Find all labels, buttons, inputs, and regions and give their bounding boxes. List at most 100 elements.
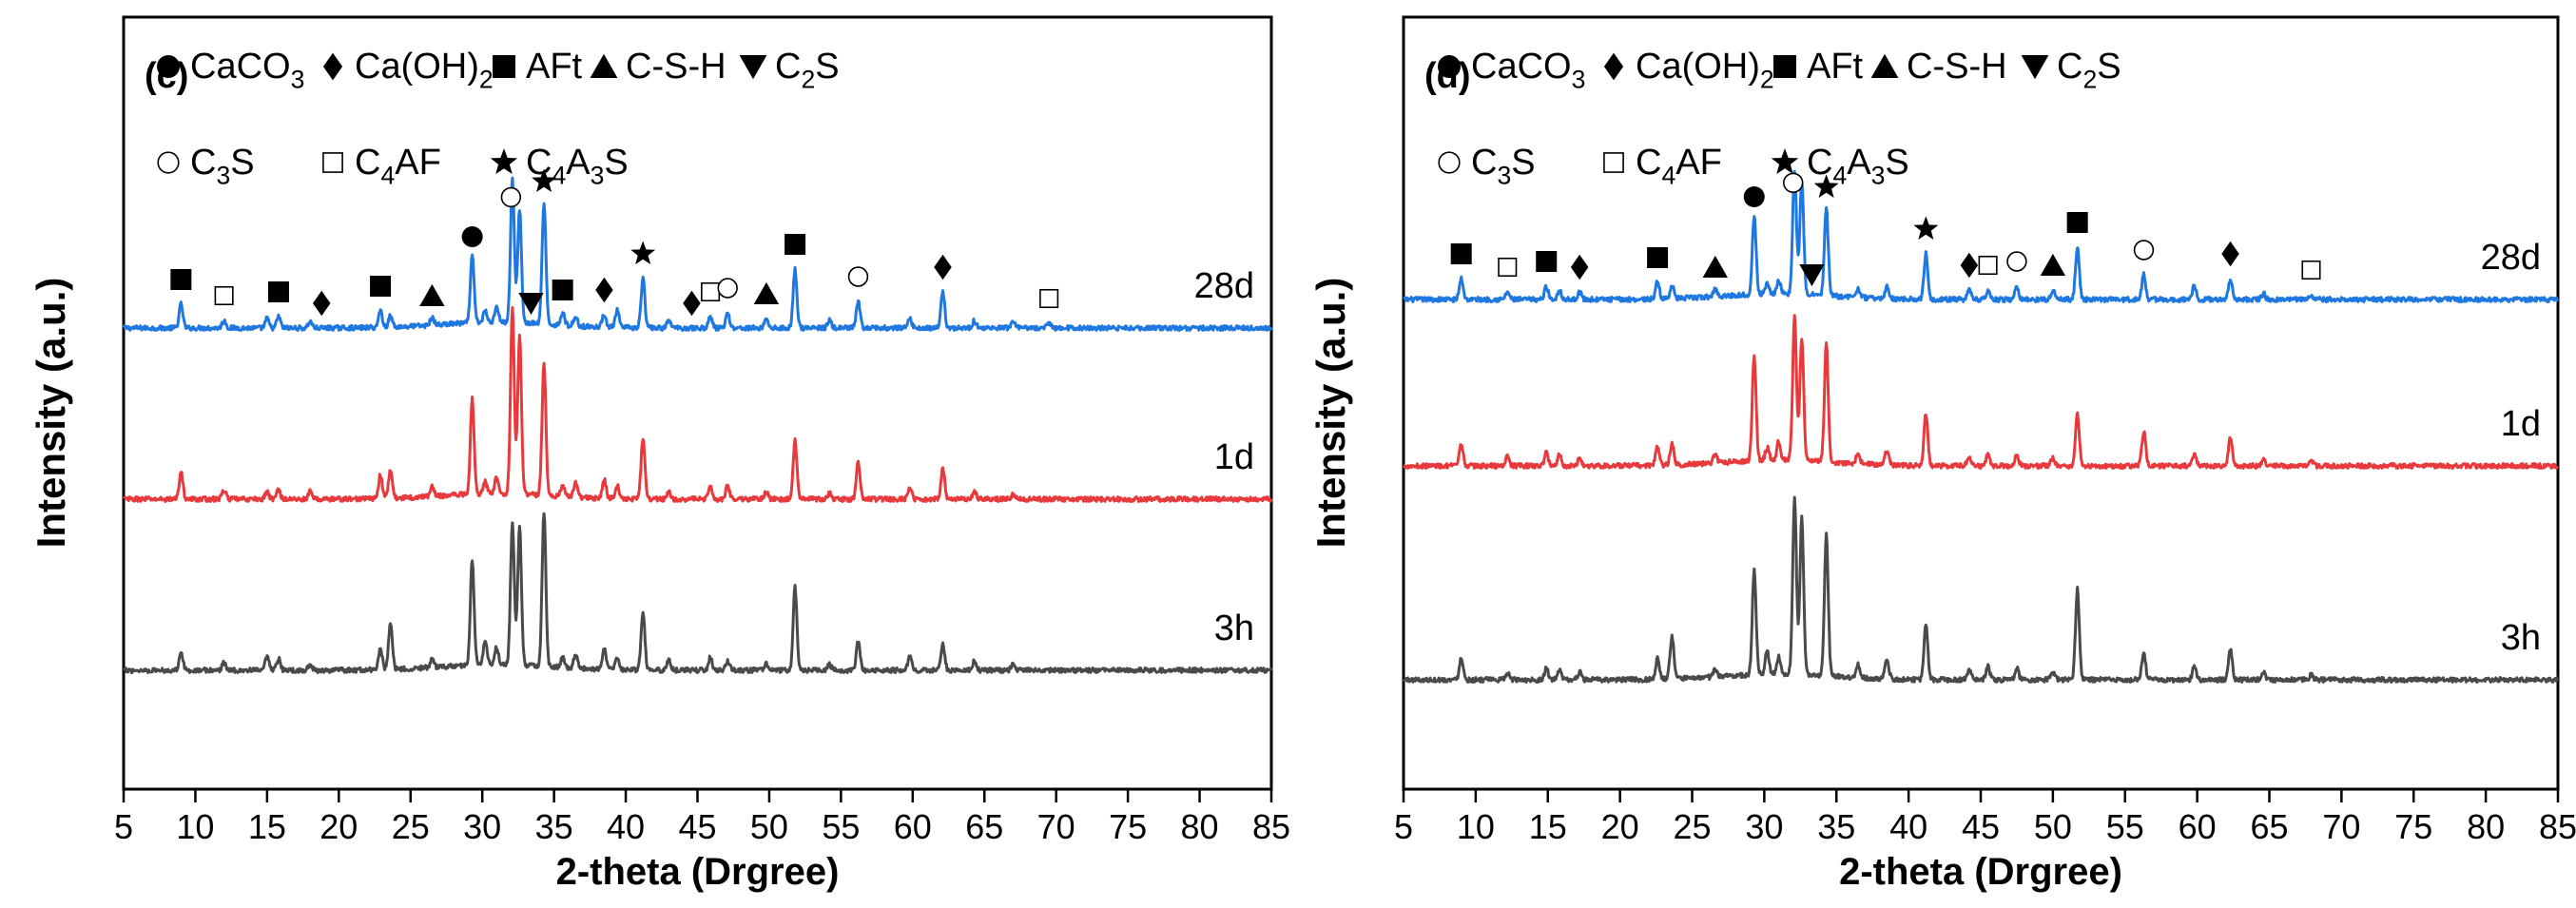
peak-marker-filled-square [1647, 247, 1669, 268]
x-tick-label: 10 [176, 807, 214, 846]
x-tick-label: 5 [1394, 807, 1413, 846]
legend-symbol [1438, 151, 1461, 174]
x-tick-label: 60 [2179, 807, 2217, 846]
series-line-28d [122, 176, 1273, 332]
peak-marker-filled-circle [1743, 186, 1765, 207]
series-label-3h: 3h [2501, 618, 2541, 658]
x-tick-label: 5 [114, 807, 133, 846]
legend-symbol [493, 55, 515, 78]
peak-marker-filled-triangle-up [419, 283, 445, 306]
x-tick-label: 70 [1037, 807, 1075, 846]
x-tick-label: 30 [463, 807, 501, 846]
series-line-1d [1403, 314, 2560, 470]
legend-label: Ca(OH)2 [355, 47, 494, 94]
y-axis-label: Intensity (a.u.) [1308, 278, 1353, 549]
legend-symbol [322, 152, 343, 173]
series-label-1d: 1d [1214, 437, 1254, 477]
peak-marker-filled-square [370, 276, 392, 297]
peak-marker-filled-diamond [2221, 241, 2239, 267]
legend-label: C4A3S [526, 143, 629, 190]
peak-marker-star [630, 241, 656, 264]
x-tick-label: 85 [2539, 807, 2576, 846]
peak-marker-filled-square [1536, 251, 1558, 272]
peak-marker-filled-diamond [595, 277, 613, 303]
x-tick-label: 25 [392, 807, 430, 846]
series-label-3h: 3h [1214, 609, 1254, 648]
legend-symbol [157, 55, 180, 78]
legend-label: C4A3S [1807, 143, 1909, 190]
peak-marker-open-circle [1783, 172, 1804, 193]
x-tick-label: 55 [2106, 807, 2144, 846]
x-tick-label: 50 [2034, 807, 2072, 846]
legend-symbol [1438, 55, 1461, 78]
legend-symbol [322, 52, 343, 81]
x-tick-label: 45 [678, 807, 716, 846]
legend-symbol [1603, 52, 1624, 81]
x-tick-label: 45 [1962, 807, 2000, 846]
panel-c: (c)CaCO3Ca(OH)2AFtC-S-HC2SC3SC4AFC4A3S51… [29, 15, 1290, 893]
peak-marker-filled-diamond [312, 290, 331, 317]
legend-label: C3S [190, 143, 255, 190]
x-tick-label: 60 [894, 807, 932, 846]
peak-marker-filled-circle [461, 226, 483, 247]
peak-marker-open-square [1039, 288, 1059, 309]
x-tick-label: 20 [1601, 807, 1639, 846]
legend-symbol [1773, 55, 1796, 78]
legend-label: C-S-H [626, 47, 726, 87]
legend-label: CaCO3 [1471, 47, 1585, 94]
x-tick-label: 80 [2467, 807, 2505, 846]
x-tick-label: 75 [1109, 807, 1147, 846]
legend-label: AFt [1807, 47, 1864, 87]
x-tick-label: 85 [1252, 807, 1290, 846]
legend-label: CaCO3 [190, 47, 304, 94]
peak-marker-star [1813, 174, 1839, 198]
peak-marker-open-square [2301, 260, 2321, 280]
x-axis-label: 2-theta (Drgree) [556, 851, 840, 893]
x-tick-label: 65 [965, 807, 1003, 846]
peak-marker-star [1913, 216, 1939, 240]
peak-marker-open-circle [847, 266, 869, 287]
x-tick-label: 10 [1457, 807, 1495, 846]
peak-marker-star [532, 168, 556, 192]
legend-symbol [1771, 148, 1799, 174]
legend-symbol [739, 55, 767, 80]
legend-label: C4AF [1636, 143, 1722, 190]
peak-marker-filled-square [1450, 243, 1472, 264]
peak-marker-filled-square [2066, 212, 2088, 233]
peak-marker-filled-triangle-up [1702, 255, 1728, 278]
x-tick-label: 40 [607, 807, 645, 846]
legend-symbol [490, 148, 518, 174]
peak-marker-filled-square [552, 280, 573, 300]
legend-symbol [2021, 55, 2049, 80]
legend-symbol [1870, 53, 1899, 78]
x-tick-label: 70 [2322, 807, 2360, 846]
peak-marker-filled-diamond [934, 254, 952, 280]
x-tick-label: 25 [1673, 807, 1711, 846]
peak-marker-filled-diamond [1570, 254, 1589, 280]
peak-marker-filled-square [267, 281, 289, 302]
peak-marker-open-square [214, 285, 234, 306]
x-tick-label: 65 [2250, 807, 2288, 846]
series-line-3h [1402, 495, 2559, 684]
x-tick-label: 50 [750, 807, 788, 846]
x-tick-label: 80 [1181, 807, 1219, 846]
peak-marker-open-circle [2133, 240, 2155, 261]
peak-marker-open-square [701, 281, 721, 302]
plot-frame [1402, 15, 2560, 791]
series-label-28d: 28d [1194, 266, 1254, 306]
legend-label: C3S [1471, 143, 1536, 190]
y-axis-label: Intensity (a.u.) [29, 278, 73, 549]
legend-label: C4AF [355, 143, 441, 190]
panel-d: (d)CaCO3Ca(OH)2AFtC-S-HC2SC3SC4AFC4A3S51… [1308, 15, 2576, 893]
peak-marker-filled-diamond [683, 290, 701, 317]
x-tick-label: 55 [822, 807, 860, 846]
legend-label: AFt [526, 47, 583, 87]
peak-marker-filled-square [784, 234, 806, 255]
peak-marker-filled-diamond [1960, 252, 1979, 279]
peak-marker-filled-square [170, 269, 192, 290]
x-tick-label: 35 [535, 807, 573, 846]
series-label-1d: 1d [2501, 404, 2541, 444]
peak-marker-filled-triangle-up [2040, 253, 2066, 276]
legend-label: Ca(OH)2 [1636, 47, 1774, 94]
